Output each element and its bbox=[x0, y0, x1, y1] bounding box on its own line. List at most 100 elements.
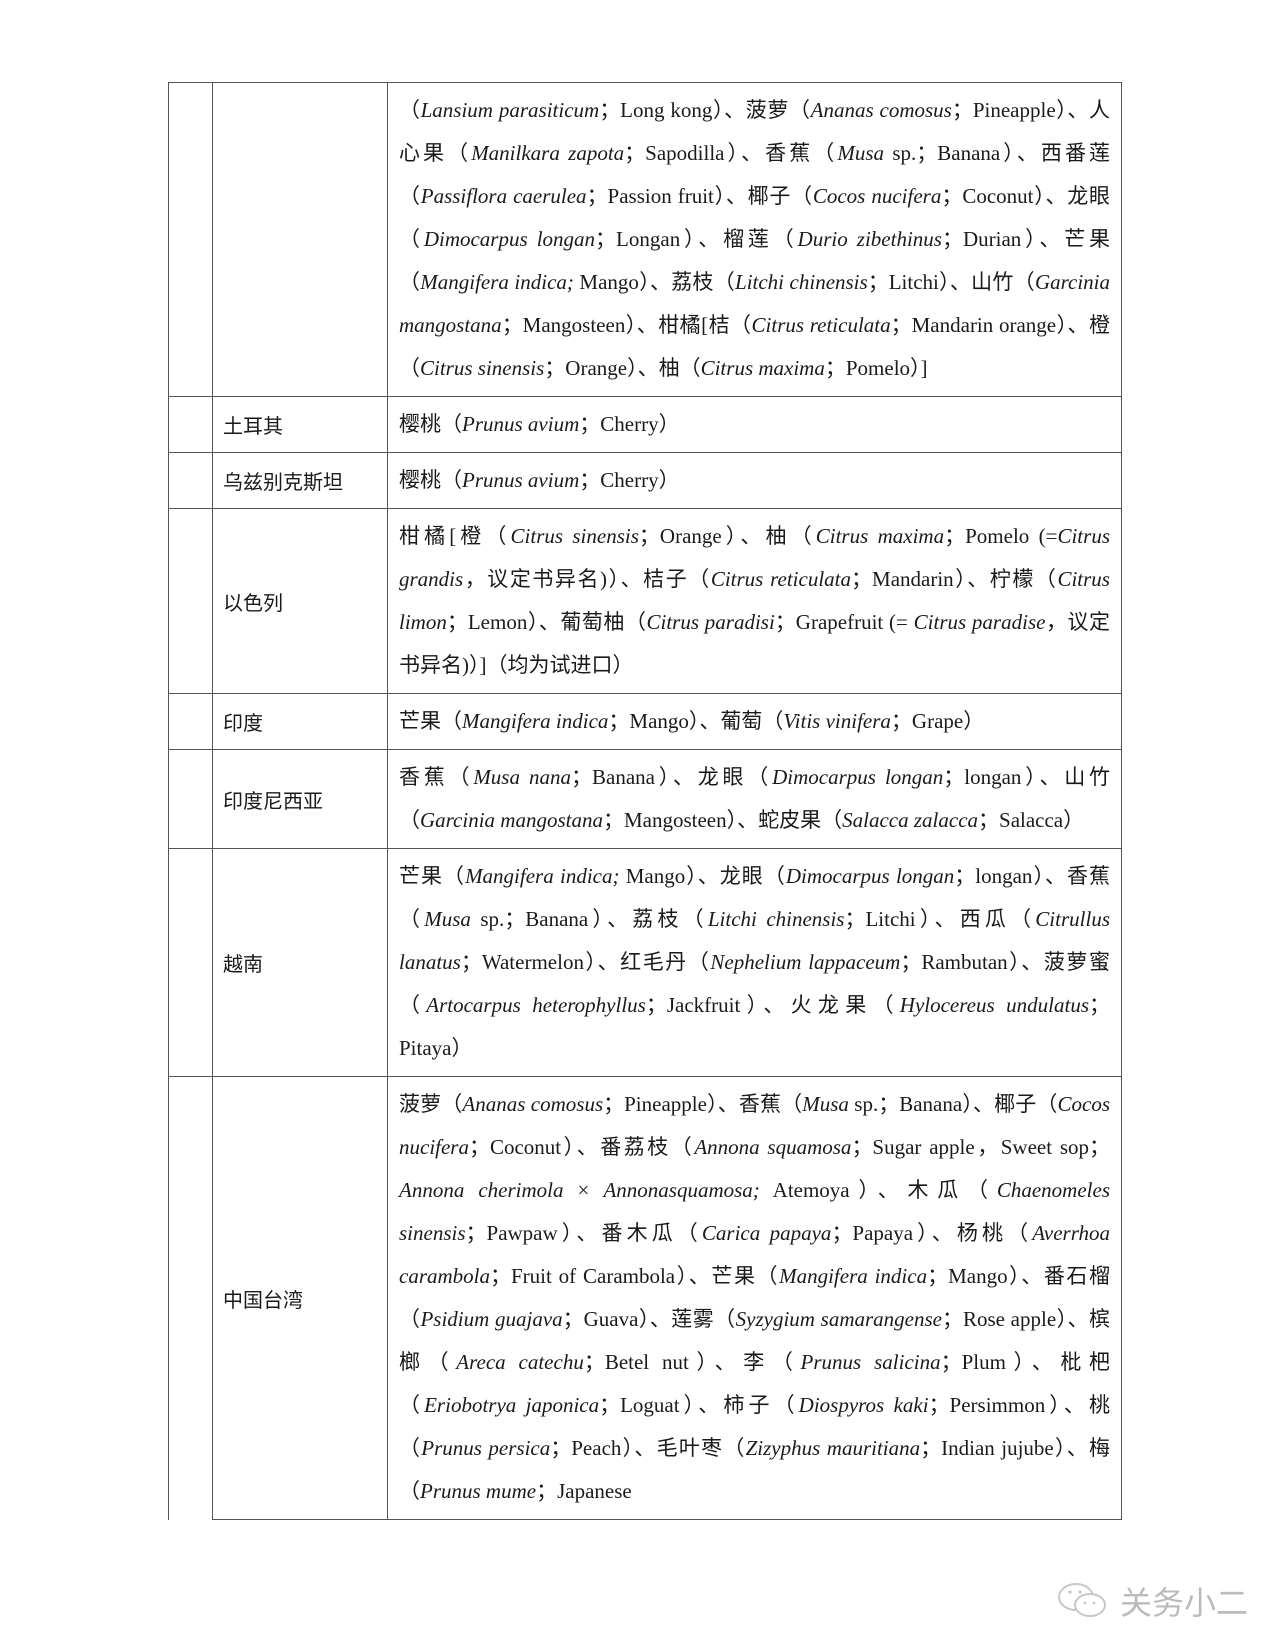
scientific-name: Chaenomeles sinensis bbox=[399, 1178, 1110, 1245]
text-segment: ；Sugar apple，Sweet sop； bbox=[851, 1135, 1110, 1159]
scientific-name: Durio zibethinus bbox=[797, 227, 942, 251]
scientific-name: Nephelium lappaceum bbox=[710, 950, 901, 974]
text-segment: ；Indian jujube）、梅（ bbox=[399, 1436, 1110, 1503]
text-segment: ；Banana）、龙眼（ bbox=[571, 765, 773, 789]
text-segment: ；Grapefruit (= bbox=[774, 610, 914, 634]
text-segment: ；Coconut）、番荔枝（ bbox=[468, 1135, 695, 1159]
text-segment: ；Watermelon）、红毛丹（ bbox=[460, 950, 711, 974]
scientific-name: Salacca zalacca bbox=[842, 808, 979, 832]
text-segment: 香蕉（ bbox=[399, 765, 474, 789]
text-segment: Mango）、荔枝（ bbox=[573, 270, 736, 294]
scientific-name: Zizyphus mauritiana bbox=[745, 1436, 921, 1460]
index-cell bbox=[168, 396, 213, 453]
text-segment: ；Jackfruit）、火龙果（ bbox=[645, 993, 900, 1017]
text-segment: ；Mangosteen）、蛇皮果（ bbox=[602, 808, 843, 832]
index-cell bbox=[168, 1076, 213, 1520]
fruit-list-cell: 菠萝（Ananas comosus；Pineapple）、香蕉（Musa sp.… bbox=[387, 1076, 1122, 1520]
fruit-list-cell: 樱桃（Prunus avium；Cherry） bbox=[387, 396, 1122, 453]
scientific-name: Cocos nucifera bbox=[812, 184, 942, 208]
text-segment: ；Orange）、柚（ bbox=[638, 524, 816, 548]
table-row: 乌兹别克斯坦 樱桃（Prunus avium；Cherry） bbox=[168, 452, 1122, 509]
text-segment: ；Grape） bbox=[890, 709, 985, 733]
table-row: 中国台湾 菠萝（Ananas comosus；Pineapple）、香蕉（Musa… bbox=[168, 1076, 1122, 1520]
scientific-name: Ananas comosus bbox=[462, 1092, 604, 1116]
text-segment: sp.；Banana）、西番莲（ bbox=[399, 141, 1111, 208]
scientific-name: Citrus limon bbox=[399, 567, 1110, 634]
text-segment: ；Pineapple）、香蕉（ bbox=[603, 1092, 803, 1116]
fruit-list-cell: 芒果（Mangifera indica; Mango）、龙眼（Dimocarpu… bbox=[387, 848, 1122, 1077]
text-segment: 樱桃（ bbox=[399, 468, 462, 492]
fruit-list-cell: 香蕉（Musa nana；Banana）、龙眼（Dimocarpus longa… bbox=[387, 749, 1122, 849]
index-cell bbox=[168, 848, 213, 1077]
country-cell: 中国台湾 bbox=[212, 1076, 388, 1520]
scientific-name: Dimocarpus longan bbox=[423, 227, 596, 251]
text-segment: 芒果（ bbox=[399, 709, 462, 733]
text-segment: ；Loguat）、柿子（ bbox=[599, 1393, 799, 1417]
scientific-name: Lansium parasiticum bbox=[420, 98, 600, 122]
wechat-icon bbox=[1058, 1583, 1106, 1617]
scientific-name: Annonasquamosa; bbox=[603, 1178, 760, 1202]
text-segment: ；Lemon）、葡萄柚（ bbox=[446, 610, 647, 634]
scientific-name: Citrus grandis bbox=[399, 524, 1110, 591]
scientific-name: Litchi chinensis bbox=[735, 270, 868, 294]
table-row: 越南 芒果（Mangifera indica; Mango）、龙眼（Dimocar… bbox=[168, 848, 1122, 1077]
text-segment: （ bbox=[399, 98, 421, 122]
text-segment: ；Durian）、芒果（ bbox=[399, 227, 1110, 294]
scientific-name: Citrus sinensis bbox=[420, 356, 545, 380]
watermark-text: 关务小二 bbox=[1120, 1584, 1249, 1622]
text-segment: ，议定书异名)）]（均为试进口） bbox=[399, 610, 1111, 677]
scientific-name: Annona cherimola bbox=[399, 1178, 564, 1202]
text-segment: ；Peach）、毛叶枣（ bbox=[550, 1436, 746, 1460]
scientific-name: Prunus persica bbox=[421, 1436, 551, 1460]
scientific-name: Passiflora caerulea bbox=[420, 184, 587, 208]
scientific-name: Ananas comosus bbox=[810, 98, 952, 122]
fruit-list-cell: 柑橘[橙（Citrus sinensis；Orange）、柚（Citrus ma… bbox=[387, 508, 1122, 694]
text-segment: ；Papaya）、杨桃（ bbox=[831, 1221, 1033, 1245]
scientific-name: Prunus avium bbox=[462, 468, 580, 492]
scientific-name: Mangifera indica bbox=[779, 1264, 928, 1288]
scientific-name: Prunus avium bbox=[462, 412, 580, 436]
text-segment: ；Rose apple）、槟榔（ bbox=[399, 1307, 1110, 1374]
country-cell: 印度尼西亚 bbox=[212, 749, 388, 849]
country-cell: 土耳其 bbox=[212, 396, 388, 453]
table-row: 土耳其 樱桃（Prunus avium；Cherry） bbox=[168, 396, 1122, 453]
scientific-name: Citrus reticulata bbox=[710, 567, 852, 591]
text-segment: ，议定书异名)）、桔子（ bbox=[463, 567, 711, 591]
text-segment: ；Cherry） bbox=[579, 412, 680, 436]
watermark: 关务小二 bbox=[1056, 1578, 1248, 1624]
text-segment: ；Mango）、番石榴（ bbox=[399, 1264, 1110, 1331]
text-segment: 芒果（ bbox=[399, 864, 466, 888]
scientific-name: Citrus paradisi bbox=[646, 610, 775, 634]
text-segment: sp.；Banana）、椰子（ bbox=[848, 1092, 1058, 1116]
scientific-name: Hylocereus undulatus bbox=[899, 993, 1090, 1017]
text-segment: ；Fruit of Carambola）、芒果（ bbox=[490, 1264, 780, 1288]
scientific-name: Mangifera indica; bbox=[465, 864, 620, 888]
text-segment: sp.；Banana）、荔枝（ bbox=[470, 907, 708, 931]
text-segment: ；Pomelo）] bbox=[824, 356, 928, 380]
scientific-name: Mangifera indica; bbox=[420, 270, 574, 294]
text-segment: ；Longan）、榴莲（ bbox=[595, 227, 798, 251]
table-row: 印度尼西亚 香蕉（Musa nana；Banana）、龙眼（Dimocarpus … bbox=[168, 749, 1122, 849]
country-cell: 乌兹别克斯坦 bbox=[212, 452, 388, 509]
fruit-import-table: （Lansium parasiticum；Long kong）、菠萝（Anana… bbox=[168, 82, 1122, 1520]
country-cell: 印度 bbox=[212, 693, 388, 750]
scientific-name: Psidium guajava bbox=[420, 1307, 563, 1331]
text-segment: ；Rambutan）、菠萝蜜（ bbox=[399, 950, 1111, 1017]
text-segment: ；Mangosteen）、柑橘[桔（ bbox=[501, 313, 752, 337]
scientific-name: Garcinia mangostana bbox=[420, 808, 603, 832]
fruit-list-cell: 芒果（Mangifera indica；Mango）、葡萄（Vitis vini… bbox=[387, 693, 1122, 750]
scientific-name: Dimocarpus longan bbox=[772, 765, 944, 789]
scientific-name: Mangifera indica bbox=[462, 709, 609, 733]
scientific-name: Garcinia mangostana bbox=[399, 270, 1110, 337]
scientific-name: Litchi chinensis bbox=[707, 907, 845, 931]
text-segment: ；Salacca） bbox=[978, 808, 1085, 832]
text-segment: ；Long kong）、菠萝（ bbox=[599, 98, 811, 122]
fruit-list-cell: （Lansium parasiticum；Long kong）、菠萝（Anana… bbox=[387, 82, 1122, 397]
scientific-name: Vitis vinifera bbox=[783, 709, 891, 733]
scientific-name: Areca catechu bbox=[456, 1350, 584, 1374]
text-segment: ；Mandarin）、柠檬（ bbox=[851, 567, 1058, 591]
text-segment: ；Cherry） bbox=[579, 468, 680, 492]
index-cell bbox=[168, 693, 213, 750]
table-row: 印度 芒果（Mangifera indica；Mango）、葡萄（Vitis vi… bbox=[168, 693, 1122, 750]
scientific-name: Averrhoa carambola bbox=[399, 1221, 1110, 1288]
